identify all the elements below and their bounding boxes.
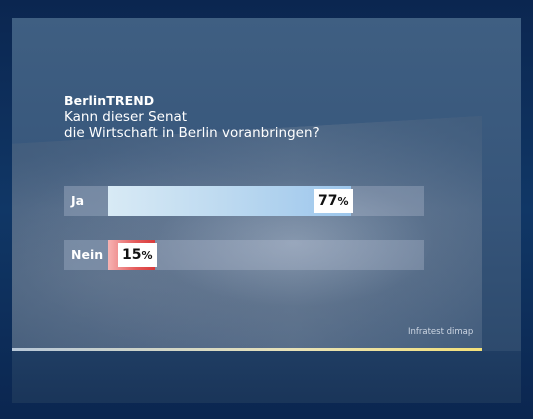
photo-overlay [12,116,482,348]
brand-title: BerlinTREND [64,93,155,108]
source-credit: Infratest dimap [408,327,474,337]
chart-header: BerlinTREND Kann dieser Senat die Wirtsc… [64,93,320,141]
bar-value-nein: 15% [118,243,157,267]
bar-label-ja: Ja [64,186,108,216]
bar-row-ja: Ja 77% [64,186,424,216]
bar-row-nein: Nein 15% [64,240,424,270]
question-line-2: die Wirtschaft in Berlin voranbringen? [64,125,320,141]
bar-chart: Ja 77% Nein 15% [64,186,424,294]
question-line-1: Kann dieser Senat [64,109,188,125]
bottom-rule-line [12,348,482,351]
bar-ja [108,186,351,216]
question-text: Kann dieser Senat die Wirtschaft in Berl… [64,109,320,141]
bottom-band [12,351,521,403]
bar-value-ja: 77% [314,189,353,213]
bar-label-nein: Nein [64,240,108,270]
broadcast-screen: BerlinTREND Kann dieser Senat die Wirtsc… [12,18,521,403]
